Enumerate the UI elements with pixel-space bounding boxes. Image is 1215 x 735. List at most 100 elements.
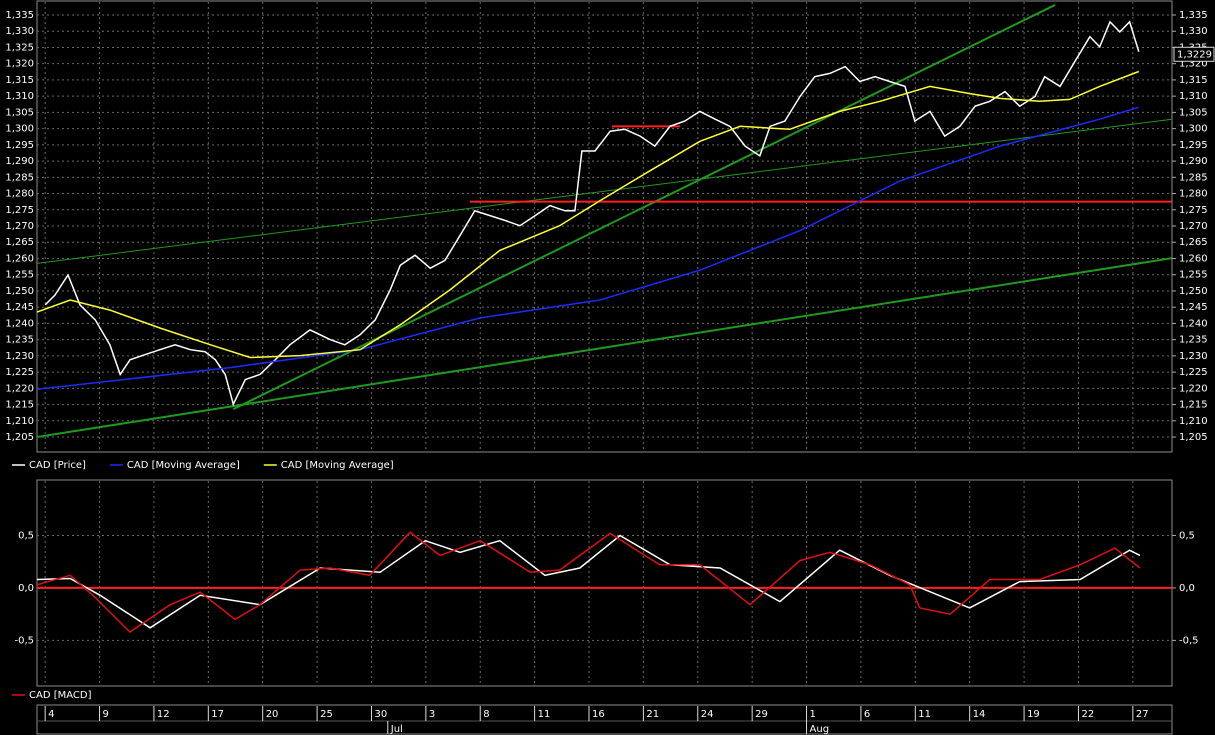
y-tick-label: 0,5 xyxy=(1179,530,1195,541)
x-tick-label: 22 xyxy=(1081,709,1094,720)
y-tick-label: 1,265 xyxy=(1179,237,1208,248)
y-tick-label: 1,225 xyxy=(5,367,34,378)
y-tick-label: 1,235 xyxy=(1179,335,1208,346)
x-tick-label: 1 xyxy=(810,709,816,720)
y-tick-label: 1,285 xyxy=(1179,172,1208,183)
y-tick-label: 1,305 xyxy=(5,107,34,118)
y-tick-label: 1,205 xyxy=(5,432,34,443)
x-tick-label: 24 xyxy=(701,709,714,720)
y-tick-label: 1,330 xyxy=(1179,26,1208,37)
x-tick-label: 3 xyxy=(429,709,435,720)
y-tick-label: 1,215 xyxy=(5,400,34,411)
x-tick-label: 11 xyxy=(918,709,931,720)
legend-label: CAD [MACD] xyxy=(29,690,92,701)
y-tick-label: 1,280 xyxy=(1179,189,1208,200)
y-tick-label: 1,230 xyxy=(1179,351,1208,362)
series-line xyxy=(37,106,1140,391)
trendline xyxy=(37,118,1172,264)
last-value-label: 1,3229 xyxy=(1177,49,1212,60)
series-line xyxy=(37,70,1140,359)
y-tick-label: 1,320 xyxy=(5,59,34,70)
month-label: Jul xyxy=(390,724,403,735)
y-tick-label: 1,305 xyxy=(1179,107,1208,118)
y-tick-label: 1,315 xyxy=(5,75,34,86)
y-tick-label: 0,0 xyxy=(18,583,34,594)
y-tick-label: 1,250 xyxy=(1179,286,1208,297)
x-tick-label: 30 xyxy=(374,709,387,720)
last-value-box xyxy=(1173,46,1215,62)
x-tick-label: 17 xyxy=(211,709,224,720)
y-tick-label: 1,240 xyxy=(5,318,34,329)
y-tick-label: 1,335 xyxy=(5,10,34,21)
y-tick-label: 1,335 xyxy=(1179,10,1208,21)
legend-label: CAD [Moving Average] xyxy=(281,460,394,471)
plot-area xyxy=(37,481,1172,685)
trendline xyxy=(232,4,1056,411)
y-tick-label: -0,5 xyxy=(14,635,34,646)
y-tick-label: 1,295 xyxy=(5,140,34,151)
y-tick-label: 1,255 xyxy=(1179,270,1208,281)
y-tick-label: 1,255 xyxy=(5,270,34,281)
y-tick-label: -0,5 xyxy=(1179,635,1199,646)
legend-label: CAD [Moving Average] xyxy=(127,460,240,471)
y-tick-label: 1,210 xyxy=(1179,416,1208,427)
x-tick-label: 8 xyxy=(483,709,489,720)
y-tick-label: 0,0 xyxy=(1179,583,1195,594)
y-tick-label: 1,275 xyxy=(5,205,34,216)
y-tick-label: 1,300 xyxy=(5,124,34,135)
y-tick-label: 1,260 xyxy=(1179,253,1208,264)
series-line xyxy=(37,531,1141,633)
y-tick-label: 1,280 xyxy=(5,189,34,200)
panel-frame xyxy=(36,479,1173,687)
y-tick-label: 1,270 xyxy=(5,221,34,232)
y-tick-label: 1,225 xyxy=(1179,367,1208,378)
series-line xyxy=(37,534,1141,629)
x-tick-label: 25 xyxy=(320,709,333,720)
y-tick-label: 1,270 xyxy=(1179,221,1208,232)
y-tick-label: 1,230 xyxy=(5,351,34,362)
y-tick-label: 1,205 xyxy=(1179,432,1208,443)
x-tick-label: 9 xyxy=(103,709,109,720)
date-axis xyxy=(36,704,1173,735)
month-label: Aug xyxy=(810,724,830,735)
y-tick-label: 1,320 xyxy=(1179,59,1208,70)
y-tick-label: 1,330 xyxy=(5,26,34,37)
y-tick-label: 1,290 xyxy=(5,156,34,167)
y-tick-label: 1,295 xyxy=(1179,140,1208,151)
y-tick-label: 1,220 xyxy=(1179,383,1208,394)
y-tick-label: 1,215 xyxy=(1179,400,1208,411)
x-tick-label: 12 xyxy=(157,709,170,720)
legend-label: CAD [Price] xyxy=(29,460,86,471)
y-tick-label: 1,235 xyxy=(5,335,34,346)
x-tick-label: 6 xyxy=(864,709,870,720)
x-tick-label: 21 xyxy=(646,709,659,720)
y-tick-label: 1,310 xyxy=(1179,91,1208,102)
x-tick-label: 20 xyxy=(266,709,279,720)
y-tick-label: 1,300 xyxy=(1179,124,1208,135)
y-tick-label: 1,210 xyxy=(5,416,34,427)
x-tick-label: 4 xyxy=(48,709,54,720)
y-tick-label: 1,220 xyxy=(5,383,34,394)
y-tick-label: 1,275 xyxy=(1179,205,1208,216)
y-tick-label: 1,260 xyxy=(5,253,34,264)
y-tick-label: 0,5 xyxy=(18,530,34,541)
y-tick-label: 1,285 xyxy=(5,172,34,183)
y-tick-label: 1,245 xyxy=(1179,302,1208,313)
y-tick-label: 1,325 xyxy=(5,42,34,53)
y-tick-label: 1,250 xyxy=(5,286,34,297)
y-tick-label: 1,310 xyxy=(5,91,34,102)
x-tick-label: 14 xyxy=(973,709,986,720)
y-tick-label: 1,245 xyxy=(5,302,34,313)
x-tick-label: 16 xyxy=(592,709,605,720)
x-tick-label: 19 xyxy=(1027,709,1040,720)
y-tick-label: 1,265 xyxy=(5,237,34,248)
x-tick-label: 27 xyxy=(1136,709,1149,720)
y-tick-label: 1,315 xyxy=(1179,75,1208,86)
trendline xyxy=(37,257,1172,439)
x-tick-label: 11 xyxy=(538,709,551,720)
y-tick-label: 1,240 xyxy=(1179,318,1208,329)
y-tick-label: 1,290 xyxy=(1179,156,1208,167)
series-line xyxy=(44,20,1140,407)
x-tick-label: 29 xyxy=(755,709,768,720)
